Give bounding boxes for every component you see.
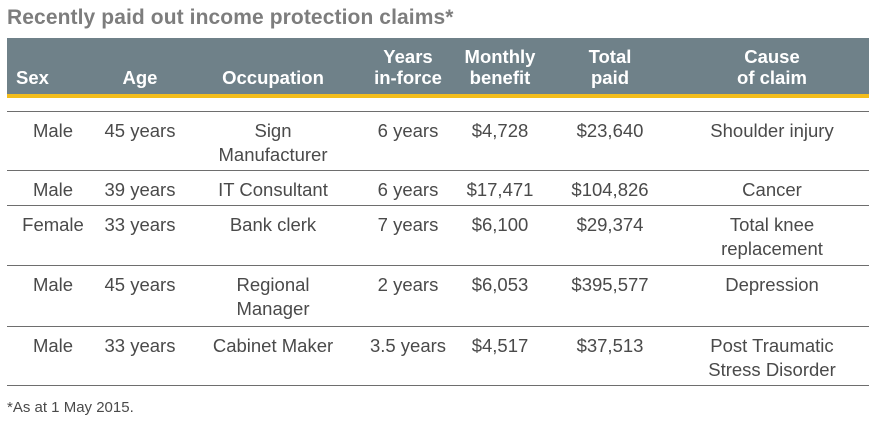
header-sex: Sex [16,67,49,88]
cell-occupation: Regional Manager [236,274,310,319]
cell-occupation: Cabinet Maker [212,335,334,356]
header-total-paid: Total paid [588,46,632,88]
header-age: Age [122,67,158,88]
cell-sex: Male [32,335,74,356]
table-row: Male 45 years Sign Manufacturer 6 years $… [7,111,869,170]
header-years-in-force: Years in-force [374,46,442,88]
cell-age: 45 years [104,274,176,295]
header-cause-of-claim: Cause of claim [737,46,807,88]
cell-occupation: IT Consultant [218,179,328,200]
cell-years-in-force: 3.5 years [369,335,447,356]
cell-total-paid: $395,577 [571,274,649,295]
cell-age: 45 years [104,120,176,141]
cell-sex: Male [32,274,74,295]
cell-age: 33 years [104,335,176,356]
cell-cause: Total knee replacement [721,214,823,259]
cell-cause: Shoulder injury [710,120,834,141]
cell-occupation: Bank clerk [229,214,317,235]
table-row: Male 39 years IT Consultant 6 years $17,… [7,170,869,205]
cell-sex: Male [32,120,74,141]
header-occupation: Occupation [222,67,324,88]
cell-sex: Male [32,179,74,200]
table-row: Female 33 years Bank clerk 7 years $6,10… [7,205,869,265]
cell-cause: Depression [725,274,819,295]
cell-years-in-force: 6 years [377,179,439,200]
footnote: *As at 1 May 2015. [7,399,134,416]
table-row: Male 45 years Regional Manager 2 years $6… [7,265,869,326]
cell-monthly-benefit: $6,053 [471,274,529,295]
cell-total-paid: $37,513 [576,335,644,356]
cell-occupation: Sign Manufacturer [218,120,328,165]
cell-cause: Post Traumatic Stress Disorder [708,335,836,380]
cell-years-in-force: 2 years [377,274,439,295]
cell-total-paid: $23,640 [576,120,644,141]
cell-age: 39 years [104,179,176,200]
table-row: Male 33 years Cabinet Maker 3.5 years $4… [7,326,869,386]
cell-total-paid: $29,374 [576,214,644,235]
table-header: Sex Age Occupation Years in-force Monthly… [7,38,869,98]
cell-monthly-benefit: $4,517 [471,335,529,356]
cell-monthly-benefit: $6,100 [471,214,529,235]
cell-age: 33 years [104,214,176,235]
cell-total-paid: $104,826 [571,179,649,200]
cell-years-in-force: 7 years [377,214,439,235]
header-monthly-benefit: Monthly benefit [464,46,536,88]
cell-cause: Cancer [742,179,802,200]
cell-monthly-benefit: $4,728 [471,120,529,141]
claims-table: Sex Age Occupation Years in-force Monthly… [7,38,869,386]
cell-monthly-benefit: $17,471 [466,179,534,200]
cell-years-in-force: 6 years [377,120,439,141]
table-title: Recently paid out income protection clai… [7,6,454,29]
cell-sex: Female [22,214,84,235]
